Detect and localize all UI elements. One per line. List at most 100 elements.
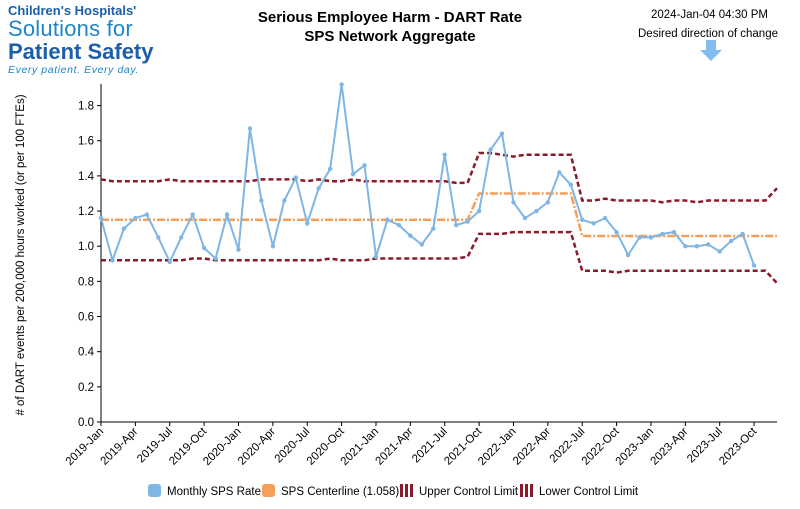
x-tick-label: 2022-Apr	[511, 426, 553, 468]
legend-swatch-bar	[410, 484, 413, 497]
rate-point	[236, 247, 241, 252]
rate-point	[534, 208, 539, 214]
rate-point	[568, 182, 573, 187]
rate-point	[190, 212, 195, 217]
rate-point	[362, 163, 367, 168]
legend-swatch-centerline	[262, 484, 275, 497]
logo-line2: Solutions for	[8, 16, 133, 41]
logo: Children's Hospitals' Solutions for Pati…	[8, 3, 158, 77]
rate-point	[740, 231, 745, 237]
legend-swatch-bar	[400, 484, 403, 497]
rate-point	[442, 152, 447, 157]
rate-point	[751, 263, 757, 268]
rate-point	[156, 235, 161, 240]
y-tick-label: 1.2	[78, 206, 94, 218]
rate-point	[305, 221, 310, 226]
y-axis-label: # of DART events per 200,000 hours worke…	[15, 94, 27, 415]
rate-point	[293, 175, 298, 180]
series-centerline	[101, 192, 777, 238]
y-axis: 0.0 0.2 0.4 0.6 0.8 1.0 1.2 1.4 1.6 1.8	[78, 84, 102, 429]
rate-point	[396, 222, 402, 228]
rate-point	[625, 252, 631, 258]
rate-point	[453, 222, 459, 228]
x-tick-label: 2021-Apr	[374, 426, 416, 468]
rate-point	[465, 219, 470, 224]
rate-point	[213, 256, 218, 261]
rate-point	[339, 82, 344, 87]
legend-swatch-bar	[520, 484, 523, 497]
rate-point	[270, 244, 276, 249]
y-tick-label: 0.0	[78, 417, 94, 429]
rate-point	[385, 217, 390, 223]
down-arrow-icon	[700, 40, 722, 61]
y-tick-label: 1.6	[78, 136, 94, 148]
y-tick-label: 1.8	[78, 101, 94, 113]
rate-point	[476, 208, 482, 214]
rate-point	[110, 258, 115, 263]
rate-point	[637, 235, 642, 240]
legend-item-rate: Monthly SPS Rate	[148, 484, 261, 498]
chart-subtitle: SPS Network Aggregate	[304, 28, 476, 45]
x-tick-label: 2019-Apr	[99, 426, 141, 468]
legend-swatch-bar	[530, 484, 533, 497]
y-tick-label: 0.6	[78, 312, 94, 324]
rate-point	[683, 244, 688, 249]
rate-point	[557, 170, 562, 175]
legend-item-centerline: SPS Centerline (1.058)	[262, 484, 399, 498]
legend-label: SPS Centerline (1.058)	[281, 486, 399, 498]
legend-swatch-bar	[525, 484, 528, 497]
legend-label: Upper Control Limit	[419, 486, 519, 498]
plot-area	[98, 82, 778, 284]
rate-point	[706, 242, 711, 247]
x-tick-label: 2023-Oct	[717, 425, 760, 468]
series-lower-control-limit	[101, 230, 778, 284]
rate-point	[167, 259, 172, 265]
legend-item-lcl: Lower Control Limit	[520, 484, 639, 498]
rate-point	[591, 221, 596, 226]
rate-point	[511, 200, 516, 205]
rate-point	[373, 254, 379, 259]
down-arrow-shape	[700, 40, 722, 61]
rate-point	[545, 200, 551, 205]
legend-swatch-bar	[405, 484, 408, 497]
legend-item-ucl: Upper Control Limit	[400, 484, 519, 498]
rate-point	[614, 229, 619, 235]
rate-point	[327, 166, 333, 172]
rate-point	[431, 226, 436, 231]
rate-point	[488, 147, 493, 152]
rate-point	[522, 215, 528, 221]
rate-point	[671, 229, 677, 235]
legend: Monthly SPS Rate SPS Centerline (1.058) Up…	[148, 484, 639, 498]
rate-point	[98, 215, 104, 221]
timestamp: 2024-Jan-04 04:30 PM	[651, 9, 768, 21]
x-tick-label: 2020-Apr	[236, 426, 278, 468]
legend-label: Lower Control Limit	[539, 486, 639, 498]
chart-title: Serious Employee Harm - DART Rate	[257, 9, 523, 26]
logo-line3: Patient Safety	[8, 39, 154, 64]
rate-point	[499, 131, 505, 136]
logo-tagline: Every patient. Every day.	[8, 64, 139, 76]
rate-point	[580, 217, 585, 223]
rate-point	[660, 231, 665, 237]
logo-line1: Children's Hospitals'	[8, 3, 137, 18]
rate-point	[602, 215, 608, 221]
x-tick-label: 2023-Apr	[649, 426, 691, 468]
rate-point	[224, 212, 230, 217]
rate-point	[419, 242, 425, 247]
rate-point	[121, 226, 127, 231]
rate-point	[144, 212, 150, 217]
rate-point	[201, 245, 207, 251]
legend-swatch-rate	[148, 484, 161, 497]
y-tick-label: 1.4	[78, 171, 95, 183]
rate-point	[694, 244, 699, 249]
rate-point	[133, 215, 138, 221]
x-axis: 2019-Jan2019-Apr2019-Jul2019-Oct2020-Jan…	[64, 421, 777, 468]
direction-label: Desired direction of change	[638, 28, 778, 40]
rate-point	[648, 235, 654, 240]
rate-point	[350, 171, 356, 177]
rate-point	[316, 186, 321, 191]
rate-point	[728, 238, 734, 244]
y-tick-label: 0.4	[78, 347, 95, 359]
series-upper-control-limit	[100, 151, 778, 204]
